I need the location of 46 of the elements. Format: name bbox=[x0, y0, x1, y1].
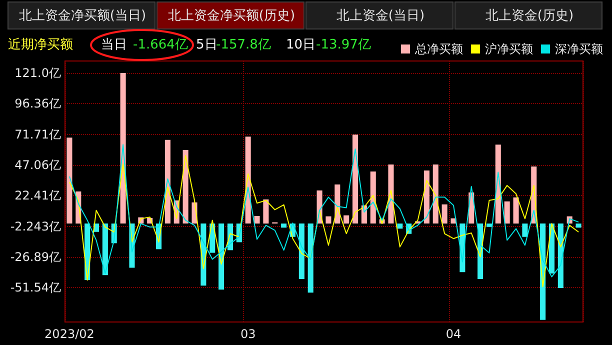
bar bbox=[486, 224, 492, 227]
bar bbox=[352, 134, 358, 224]
text: -157.8亿 bbox=[216, 38, 271, 52]
y-tick-label: 47.06亿 bbox=[14, 158, 61, 172]
bar bbox=[263, 199, 269, 224]
x-tick-label: 04 bbox=[446, 327, 462, 341]
bar bbox=[424, 170, 430, 224]
text: 北上资金(历史) bbox=[485, 8, 574, 24]
bar bbox=[513, 197, 519, 224]
text: -1.664亿 bbox=[133, 38, 188, 52]
y-tick-label: -2.243亿 bbox=[10, 219, 61, 234]
y-tick-label: -51.54亿 bbox=[10, 280, 61, 295]
text: 10日 bbox=[286, 38, 316, 52]
bar bbox=[66, 138, 72, 224]
bar bbox=[576, 224, 582, 228]
bar bbox=[370, 172, 376, 224]
y-tick-label: 121.0亿 bbox=[14, 66, 61, 80]
x-tick-label: 2023/02 bbox=[44, 327, 94, 341]
text: 近期净买额 bbox=[8, 38, 73, 52]
bar bbox=[218, 224, 224, 290]
legend-label: 总净买额 bbox=[414, 42, 463, 56]
bar bbox=[558, 224, 564, 288]
bar bbox=[308, 224, 314, 293]
text: 当日 bbox=[101, 38, 127, 52]
bar bbox=[442, 204, 448, 224]
bar bbox=[298, 224, 304, 280]
bar bbox=[397, 224, 403, 229]
y-tick-label: -26.89亿 bbox=[10, 250, 61, 264]
bar bbox=[254, 216, 260, 224]
text: 北上资金净买额(当日) bbox=[18, 8, 146, 24]
text: 5日 bbox=[196, 38, 218, 52]
x-tick-label: 03 bbox=[240, 327, 256, 341]
bar bbox=[432, 164, 438, 224]
text: 北上资金净买额(历史) bbox=[168, 8, 296, 24]
legend-label: 深净买额 bbox=[555, 42, 603, 56]
y-tick-label: 96.36亿 bbox=[14, 96, 61, 111]
y-tick-label: 71.71亿 bbox=[14, 127, 61, 142]
text: -13.97亿 bbox=[316, 38, 371, 52]
legend-label: 沪净买额 bbox=[485, 42, 533, 56]
bar bbox=[326, 216, 332, 224]
text: 北上资金(当日) bbox=[336, 8, 425, 24]
bar bbox=[522, 224, 528, 237]
bar bbox=[281, 224, 287, 228]
bar bbox=[344, 215, 350, 224]
bar bbox=[504, 201, 510, 224]
y-tick-label: 22.41亿 bbox=[14, 188, 61, 203]
